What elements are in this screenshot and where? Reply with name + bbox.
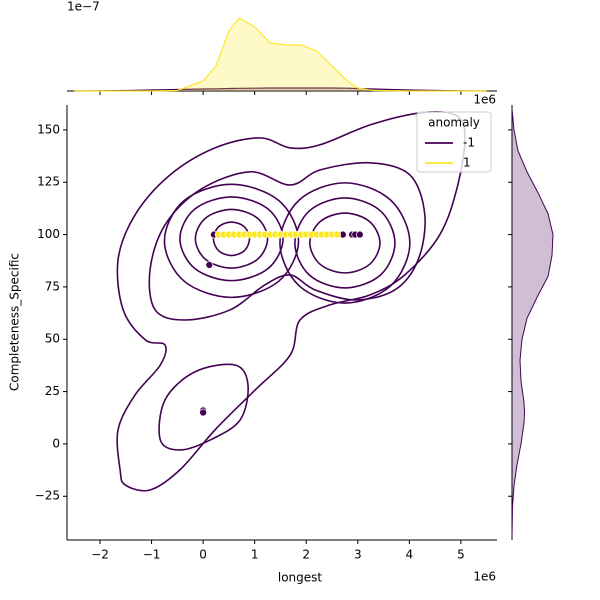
y-tick-label: 75: [45, 279, 60, 293]
scatter-point: [356, 230, 364, 239]
y-tick-label: 25: [45, 384, 60, 398]
scatter-point: [205, 261, 214, 269]
right-density-area: [512, 108, 553, 539]
x-tick-label: 0: [199, 548, 207, 562]
x-tick-label: 2: [302, 548, 310, 562]
kde-contour: [158, 363, 249, 451]
x-tick-label: 3: [354, 548, 362, 562]
legend-title: anomaly: [428, 116, 480, 130]
x-axis-label: longest: [278, 571, 323, 585]
x-tick-label: −2: [91, 548, 109, 562]
kde-contour: [212, 221, 251, 257]
x-offset-label: 1e6: [473, 570, 496, 584]
y-tick-label: 150: [37, 122, 60, 136]
scatter-point: [199, 408, 207, 417]
kde-contour: [148, 161, 426, 321]
x-tick-label: 1: [251, 548, 259, 562]
y-tick-label: 125: [37, 175, 60, 189]
y-tick-label: 100: [37, 227, 60, 241]
x-tick-label: 4: [406, 548, 414, 562]
top-density-area: [74, 18, 487, 91]
kde-contour: [279, 182, 411, 304]
legend-label: -1: [463, 136, 475, 150]
y-axis-label: Completeness_Specific: [8, 253, 22, 391]
kde-contour: [194, 208, 269, 269]
kde-contour: [309, 212, 381, 274]
top-offset-label: 1e−7: [67, 0, 100, 14]
x-tick-label: 5: [457, 548, 465, 562]
y-tick-label: 0: [52, 436, 60, 450]
legend-box: [416, 111, 492, 173]
x-tick-label: −1: [143, 548, 161, 562]
y-tick-label: 50: [45, 332, 60, 346]
scatter-point: [333, 230, 342, 239]
kde-contour: [163, 183, 300, 299]
y-tick-label: −25: [35, 489, 60, 503]
top-density-line: [74, 17, 487, 92]
top-density-line: [74, 87, 487, 92]
kde-contour: [179, 196, 284, 282]
right-density-line: [511, 108, 554, 539]
y-offset-label: 1e6: [473, 93, 496, 107]
kde-contour: [294, 197, 396, 289]
legend-label: 1: [463, 156, 471, 170]
